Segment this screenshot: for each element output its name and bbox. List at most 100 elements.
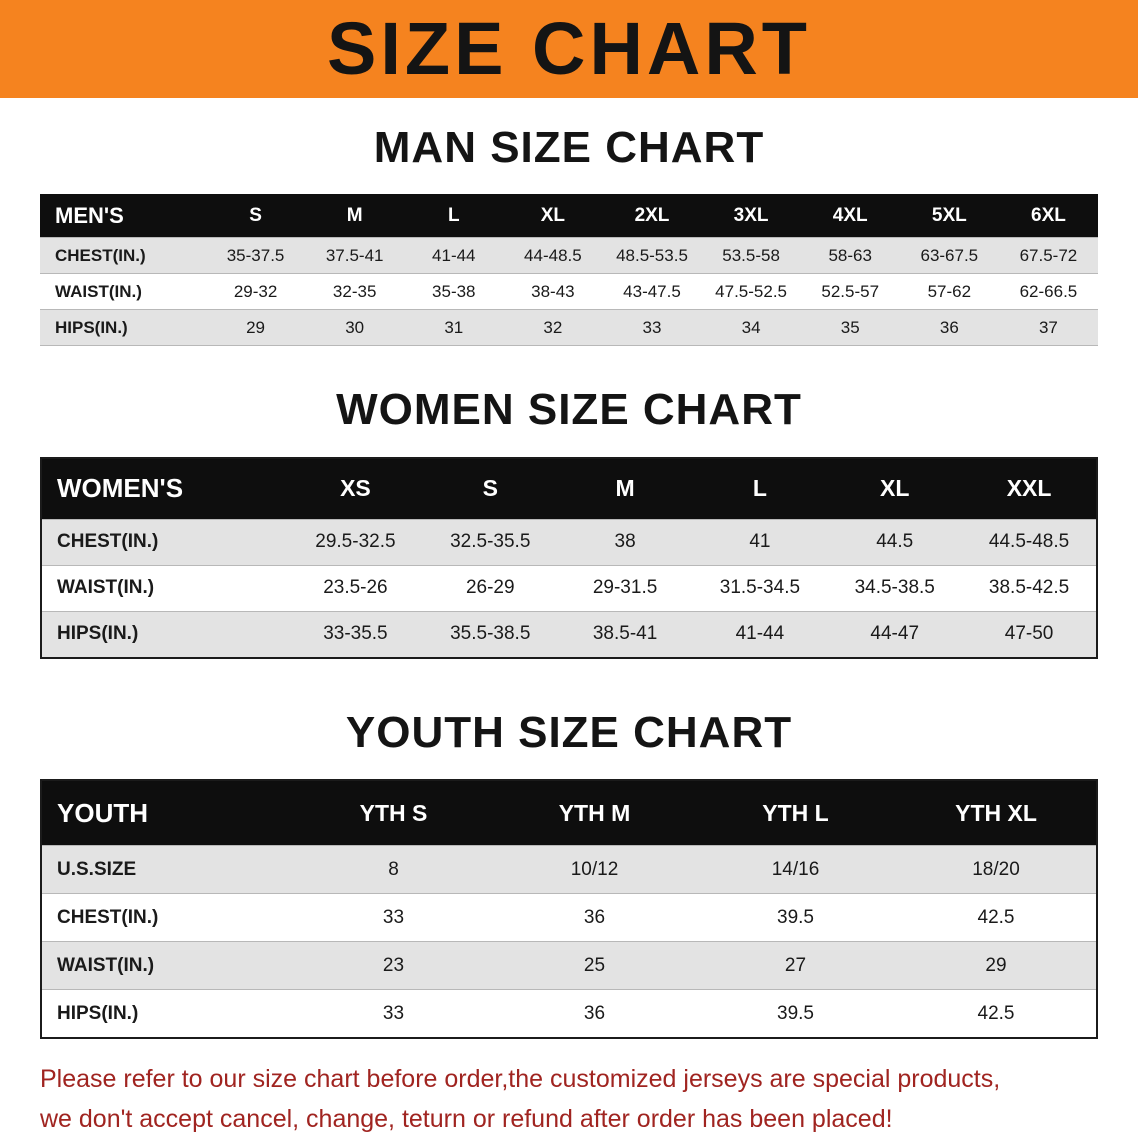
size-value: 23.5-26 (288, 564, 423, 612)
row-label-header: WOMEN'S (41, 457, 288, 520)
size-value: 36 (494, 989, 695, 1039)
size-column-header: YTH XL (896, 780, 1097, 846)
row-label-header: YOUTH (41, 780, 293, 846)
size-value: 29 (206, 309, 306, 346)
size-value: 52.5-57 (800, 273, 900, 310)
size-value: 29 (896, 941, 1097, 990)
table-row: U.S.SIZE 8 10/12 14/16 18/20 (41, 845, 1097, 894)
size-column-header: L (404, 194, 504, 238)
size-column-header: M (305, 194, 405, 238)
size-value: 18/20 (896, 845, 1097, 894)
size-value: 32-35 (305, 273, 405, 310)
size-value: 39.5 (695, 989, 896, 1039)
size-value: 36 (899, 309, 999, 346)
size-column-header: S (422, 457, 558, 520)
size-value: 38 (557, 518, 693, 566)
size-value: 14/16 (695, 845, 896, 894)
size-value: 32 (503, 309, 603, 346)
size-column-header: M (557, 457, 693, 520)
table-header-row: YOUTH YTH S YTH M YTH L YTH XL (41, 780, 1097, 846)
row-label: WAIST(IN.) (41, 564, 288, 612)
size-value: 35-37.5 (206, 237, 306, 274)
row-label: U.S.SIZE (41, 845, 293, 894)
table-header-row: WOMEN'S XS S M L XL XXL (41, 457, 1097, 520)
size-value: 33 (293, 989, 494, 1039)
size-value: 38.5-42.5 (962, 564, 1097, 612)
row-label: HIPS(IN.) (40, 309, 206, 346)
title-banner: SIZE CHART (0, 0, 1138, 98)
table-row: WAIST(IN.) 23 25 27 29 (41, 941, 1097, 990)
size-value: 36 (494, 893, 695, 942)
size-value: 62-66.5 (998, 273, 1098, 310)
notice-line-2: we don't accept cancel, change, teturn o… (40, 1105, 893, 1134)
row-label: HIPS(IN.) (41, 989, 293, 1039)
size-value: 44-47 (827, 610, 963, 658)
size-value: 29.5-32.5 (288, 518, 423, 566)
size-value: 37 (998, 309, 1098, 346)
youth-section-heading: YOUTH SIZE CHART (345, 707, 793, 757)
size-value: 41 (692, 518, 828, 566)
size-value: 63-67.5 (899, 237, 999, 274)
row-label-header: MEN'S (40, 194, 206, 238)
size-value: 27 (695, 941, 896, 990)
size-value: 67.5-72 (998, 237, 1098, 274)
size-column-header: 4XL (800, 194, 900, 238)
size-value: 53.5-58 (701, 237, 801, 274)
size-column-header: XL (827, 457, 963, 520)
women-size-table: WOMEN'S XS S M L XL XXL CHEST(IN.) 29.5-32.5 32.5… (40, 456, 1098, 659)
size-column-header: L (692, 457, 828, 520)
row-label: CHEST(IN.) (41, 518, 288, 566)
men-size-section: MAN SIZE CHART MEN'S S M L XL 2XL 3XL 4XL 5XL 6XL… (0, 123, 1138, 347)
table-row: HIPS(IN.) 29 30 31 32 33 34 35 36 37 (40, 309, 1098, 346)
table-row: CHEST(IN.) 35-37.5 37.5-41 41-44 44-48.5 48.5… (40, 237, 1098, 274)
size-column-header: S (206, 194, 306, 238)
size-value: 57-62 (899, 273, 999, 310)
size-value: 35-38 (404, 273, 504, 310)
size-value: 41-44 (692, 610, 828, 658)
size-value: 38.5-41 (557, 610, 693, 658)
size-value: 30 (305, 309, 405, 346)
youth-size-section: YOUTH SIZE CHART YOUTH YTH S YTH M YTH L YTH… (0, 707, 1138, 1040)
size-value: 26-29 (422, 564, 558, 612)
size-value: 31 (404, 309, 504, 346)
table-row: CHEST(IN.) 33 36 39.5 42.5 (41, 893, 1097, 942)
size-value: 25 (494, 941, 695, 990)
women-size-section: WOMEN SIZE CHART WOMEN'S XS S M L XL XXL CHEST(… (0, 385, 1138, 659)
row-label: WAIST(IN.) (40, 273, 206, 310)
table-row: WAIST(IN.) 29-32 32-35 35-38 38-43 43-47.5 47.… (40, 273, 1098, 310)
page-title: SIZE CHART (327, 7, 811, 90)
size-value: 33 (602, 309, 702, 346)
size-value: 34.5-38.5 (827, 564, 963, 612)
size-column-header: XL (503, 194, 603, 238)
size-column-header: 2XL (602, 194, 702, 238)
size-value: 39.5 (695, 893, 896, 942)
notice-line-1: Please refer to our size chart before or… (40, 1065, 1001, 1094)
size-value: 47-50 (962, 610, 1097, 658)
size-value: 29-31.5 (557, 564, 693, 612)
row-label: HIPS(IN.) (41, 610, 288, 658)
table-row: HIPS(IN.) 33 36 39.5 42.5 (41, 989, 1097, 1039)
size-value: 29-32 (206, 273, 306, 310)
size-value: 58-63 (800, 237, 900, 274)
size-value: 33 (293, 893, 494, 942)
row-label: WAIST(IN.) (41, 941, 293, 990)
size-value: 31.5-34.5 (692, 564, 828, 612)
youth-size-table: YOUTH YTH S YTH M YTH L YTH XL U.S.SIZE 8 10/12… (40, 779, 1098, 1040)
table-row: HIPS(IN.) 33-35.5 35.5-38.5 38.5-41 41-44 44-… (41, 610, 1097, 658)
order-notice: Please refer to our size chart before or… (40, 1059, 1138, 1139)
men-section-heading: MAN SIZE CHART (373, 123, 765, 172)
size-value: 43-47.5 (602, 273, 702, 310)
size-column-header: YTH M (494, 780, 695, 846)
table-row: CHEST(IN.) 29.5-32.5 32.5-35.5 38 41 44.5 44.5… (41, 518, 1097, 566)
size-value: 35 (800, 309, 900, 346)
size-column-header: YTH L (695, 780, 896, 846)
size-value: 44-48.5 (503, 237, 603, 274)
row-label: CHEST(IN.) (41, 893, 293, 942)
size-column-header: 3XL (701, 194, 801, 238)
size-value: 47.5-52.5 (701, 273, 801, 310)
men-size-table: MEN'S S M L XL 2XL 3XL 4XL 5XL 6XL CHEST(IN.) 35-37… (40, 194, 1098, 347)
size-value: 8 (293, 845, 494, 894)
size-value: 42.5 (896, 989, 1097, 1039)
size-value: 23 (293, 941, 494, 990)
women-section-heading: WOMEN SIZE CHART (336, 385, 802, 435)
